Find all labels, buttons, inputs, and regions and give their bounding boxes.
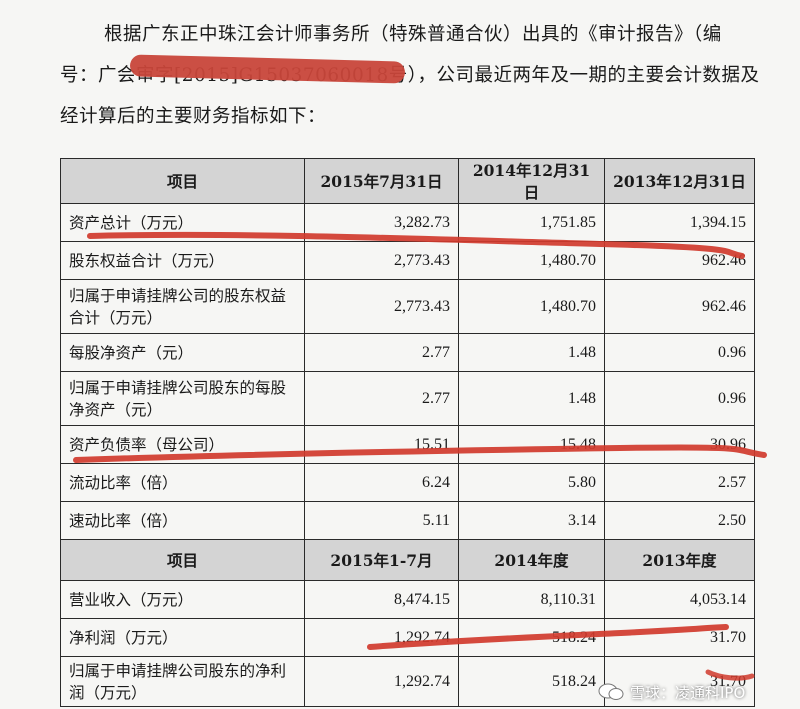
cell-value: 1,292.74 (304, 656, 459, 707)
row-label: 净利润（万元） (60, 618, 305, 657)
cell-value: 5.80 (458, 463, 605, 502)
annotation-stroke (73, 444, 767, 463)
cell-value: 0.96 (604, 333, 755, 372)
table-row: 流动比率（倍） 6.24 5.80 2.57 (60, 463, 755, 502)
row-label: 每股净资产（元） (60, 333, 305, 372)
cell-value: 2,773.43 (304, 279, 459, 334)
annotation-stroke (87, 231, 745, 259)
cell-value: 31.70 (604, 618, 755, 657)
header-cell: 2015年1-7月 (304, 539, 459, 581)
watermark-text: 雪球：凌通科IPO (630, 684, 746, 702)
row-label: 归属于申请挂牌公司股东的净利润（万元） (60, 656, 305, 707)
intro-line-1: 根据广东正中珠江会计师事务所（特殊普通合伙）出具的《审计报告》（编 (104, 24, 722, 45)
cell-value: 2.50 (604, 501, 755, 540)
table-row: 归属于申请挂牌公司股东的每股净资产（元） 2.77 1.48 0.96 (60, 371, 755, 426)
cell-value: 1,394.15 (604, 203, 755, 242)
cell-value: 31.70 (604, 656, 755, 707)
chat-bubble-icon (598, 683, 624, 700)
cell-value: 518.24 (458, 656, 605, 707)
header-cell: 2014年12月31日 (458, 158, 605, 204)
cell-value: 4,053.14 (604, 580, 755, 619)
annotation-stroke (367, 624, 729, 650)
cell-value: 962.46 (604, 279, 755, 334)
header-cell: 项目 (60, 158, 305, 204)
header-cell: 2015年7月31日 (304, 158, 459, 204)
row-label: 营业收入（万元） (60, 580, 305, 619)
header-cell: 项目 (60, 539, 305, 581)
row-label: 股东权益合计（万元） (60, 241, 305, 280)
header-cell: 2013年12月31日 (604, 158, 755, 204)
cell-value: 3.14 (458, 501, 605, 540)
row-label: 归属于申请挂牌公司的股东权益合计（万元） (60, 279, 305, 334)
cell-value: 1,480.70 (458, 279, 605, 334)
table-row: 归属于申请挂牌公司股东的净利润（万元） 1,292.74 518.24 31.7… (60, 656, 755, 707)
cell-value: 8,110.31 (458, 580, 605, 619)
intro-line-3: 经计算后的主要财务指标如下： (60, 106, 327, 127)
annotation-stroke (705, 669, 755, 681)
header-cell: 2013年度 (604, 539, 755, 581)
table-row: 股东权益合计（万元） 2,773.43 1,480.70 962.46 (60, 241, 755, 280)
cell-value: 2.57 (604, 463, 755, 502)
table-header-row: 项目 2015年7月31日 2014年12月31日 2013年12月31日 (60, 158, 755, 204)
table-header-row: 项目 2015年1-7月 2014年度 2013年度 (60, 539, 755, 581)
cell-value: 2,773.43 (304, 241, 459, 280)
cell-value: 1,751.85 (458, 203, 605, 242)
cell-value: 1,480.70 (458, 241, 605, 280)
table-row: 归属于申请挂牌公司的股东权益合计（万元） 2,773.43 1,480.70 9… (60, 279, 755, 334)
